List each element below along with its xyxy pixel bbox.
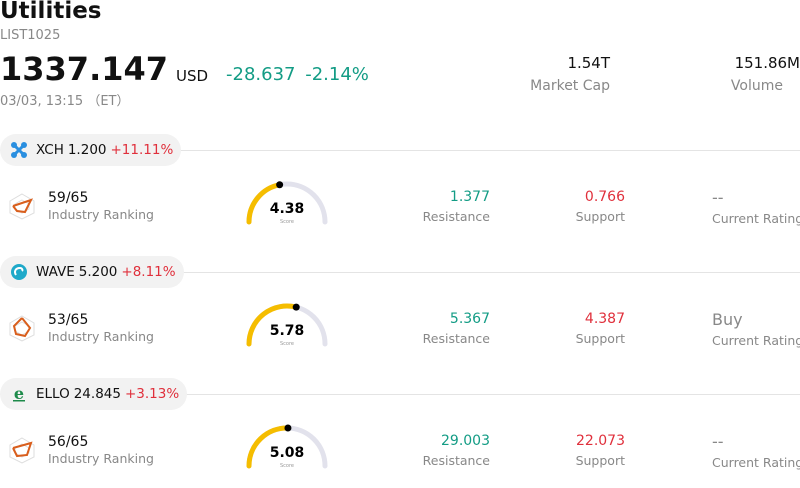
stock-chip-wave[interactable]: WAVE 5.200 +8.11% — [0, 256, 184, 288]
gauge-marker — [284, 424, 292, 432]
score-gauge: 4.38 Score — [246, 181, 328, 225]
industry-rank-value: 53/65 — [48, 312, 89, 328]
score-gauge: 5.08 Score — [246, 424, 328, 469]
change-value: -28.637 — [226, 64, 296, 85]
resistance-label: Resistance — [422, 209, 490, 224]
gauge-fill — [246, 182, 283, 225]
support-value: 4.387 — [584, 311, 625, 327]
divider — [0, 150, 800, 151]
gauge-marker — [292, 303, 300, 311]
industry-rank-label: Industry Ranking — [48, 451, 154, 466]
market-cap-label: Market Cap — [530, 78, 610, 94]
change-percent: -2.14% — [305, 64, 369, 85]
stock-price: 1.200 — [67, 142, 107, 158]
stock-chip-xch[interactable]: XCH 1.200 +11.11% — [0, 134, 182, 166]
industry-rank-value: 59/65 — [48, 190, 89, 206]
current-rating-label: Current Rating — [712, 455, 800, 470]
industry-rank-value: 56/65 — [48, 434, 89, 450]
svg-text:e: e — [14, 385, 24, 403]
stock-symbol: XCH — [36, 142, 64, 158]
divider — [0, 394, 800, 395]
stock-change-percent: +11.11% — [110, 142, 174, 158]
stock-change-percent: +3.13% — [124, 386, 180, 402]
score-value: 5.08 — [270, 445, 305, 461]
current-rating-label: Current Rating — [712, 333, 800, 348]
score-value: 5.78 — [270, 323, 305, 339]
market-cap-value: 1.54T — [567, 54, 610, 72]
index-code: LIST1025 — [0, 28, 61, 43]
price-change: -28.637 -2.14% — [226, 64, 369, 85]
resistance-value: 29.003 — [441, 433, 490, 449]
index-price: 1337.147 — [0, 50, 169, 88]
current-rating-value: Buy — [712, 310, 743, 329]
support-value: 22.073 — [576, 433, 625, 449]
stock-price: 24.845 — [73, 386, 121, 402]
current-rating-label: Current Rating — [712, 211, 800, 226]
page-title: Utilities — [0, 0, 102, 24]
wave-logo-icon — [10, 263, 28, 281]
score-label: Score — [280, 463, 294, 469]
industry-rank-label: Industry Ranking — [48, 207, 154, 222]
ranking-radar-icon — [9, 437, 35, 464]
current-rating-value: -- — [712, 188, 724, 207]
stock-symbol: ELLO — [36, 386, 70, 402]
stock-chip-ello[interactable]: e ELLO 24.845 +3.13% — [0, 378, 188, 410]
support-value: 0.766 — [584, 189, 625, 205]
xch-logo-icon — [10, 141, 28, 159]
stock-change-percent: +8.11% — [121, 264, 176, 280]
score-value: 4.38 — [270, 201, 305, 217]
resistance-label: Resistance — [422, 453, 490, 468]
ranking-radar-icon — [9, 315, 35, 342]
gauge-marker — [276, 181, 284, 189]
ello-logo-icon: e — [10, 384, 28, 403]
score-gauge: 5.78 Score — [246, 303, 328, 347]
currency-label: USD — [176, 67, 209, 85]
support-label: Support — [575, 209, 625, 224]
gauge-fill — [246, 303, 299, 347]
resistance-value: 5.367 — [449, 311, 490, 327]
volume-value: 151.86M — [734, 54, 800, 72]
volume-label: Volume — [730, 78, 783, 94]
timestamp: 03/03, 13:15 （ET） — [0, 94, 130, 109]
stock-symbol: WAVE — [36, 264, 75, 280]
gauge-fill — [246, 425, 291, 469]
industry-rank-label: Industry Ranking — [48, 329, 154, 344]
divider — [0, 272, 800, 273]
resistance-value: 1.377 — [449, 189, 490, 205]
support-label: Support — [575, 331, 625, 346]
current-rating-value: -- — [712, 432, 724, 451]
score-label: Score — [280, 219, 294, 225]
resistance-label: Resistance — [422, 331, 490, 346]
score-label: Score — [280, 341, 294, 347]
ranking-radar-icon — [9, 193, 35, 220]
stock-price: 5.200 — [78, 264, 118, 280]
support-label: Support — [575, 453, 625, 468]
